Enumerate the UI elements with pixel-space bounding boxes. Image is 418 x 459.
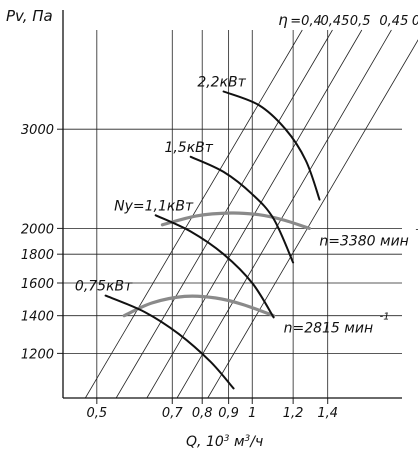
y-tick-label: 1800 — [21, 248, 54, 263]
power-curve — [222, 90, 321, 201]
efficiency-line — [176, 29, 392, 399]
efficiency-line — [207, 39, 418, 399]
x-axis-label: Q, 103 м3/ч — [186, 434, 263, 450]
x-axis-label-superscript: 3 — [224, 434, 230, 444]
x-tick-label: 1,2 — [283, 406, 304, 421]
x-axis-label-char: , — [197, 434, 201, 450]
y-tick-label: 1400 — [21, 310, 54, 325]
x-axis-label-superscript: 3 — [245, 434, 251, 444]
power-label: Ny=1,1кВт — [114, 198, 194, 214]
efficiency-label: =0,4 — [290, 14, 322, 29]
y-tick-label: 1200 — [21, 347, 54, 362]
speed-label: n=2815 мин — [284, 321, 374, 337]
speed-curve — [122, 294, 276, 318]
y-tick-label: 1600 — [21, 277, 54, 292]
x-tick-label: 0,9 — [218, 406, 239, 421]
efficiency-line — [84, 29, 303, 399]
speed-label-exponent: -1 — [380, 312, 390, 323]
series-layer — [104, 90, 321, 390]
power-curve — [104, 294, 235, 390]
power-label: 1,5кВт — [164, 140, 213, 156]
power-curve — [154, 214, 275, 319]
power-label: 0,75кВт — [75, 279, 133, 295]
x-axis-label-char: м — [234, 434, 245, 450]
x-tick-label: 0,5 — [86, 406, 107, 421]
speed-label: n=3380 мин — [319, 233, 409, 249]
x-tick-label: 1,4 — [317, 406, 338, 421]
x-axis-label-char: ч — [255, 434, 263, 450]
y-axis-label: Pv, Па — [6, 7, 53, 25]
labels-layer: Pv, Па Q, 103 м3/ч =0,40,450,50,450,4ηn=… — [6, 7, 418, 450]
power-label: 2,2кВт — [197, 74, 246, 90]
eta-symbol: η — [278, 11, 288, 29]
y-tick-label: 2000 — [21, 222, 54, 237]
power-curve — [189, 155, 295, 264]
efficiency-label: 0,45 — [320, 14, 349, 29]
axes-layer: 0,5 0,7 0,8 0,9 1 1,2 1,4 1200 1400 1600 1800 2000 3… — [21, 10, 402, 421]
efficiency-label: 0,45 — [379, 14, 408, 29]
x-tick-label: 0,8 — [192, 406, 213, 421]
efficiency-label: 0,4 — [412, 14, 418, 29]
speed-curve — [160, 211, 311, 230]
x-tick-label: 1 — [248, 406, 256, 421]
y-tick-label: 3000 — [21, 123, 54, 138]
speed-label-exponent: -1 — [415, 224, 418, 235]
x-axis-label-char: 0 — [215, 434, 224, 450]
x-axis-label-char: 1 — [206, 434, 215, 450]
efficiency-label: 0,5 — [350, 14, 371, 29]
x-axis-label-char: Q — [186, 434, 197, 450]
x-tick-label: 0,7 — [162, 406, 183, 421]
x-axis-label-char: / — [248, 434, 256, 450]
